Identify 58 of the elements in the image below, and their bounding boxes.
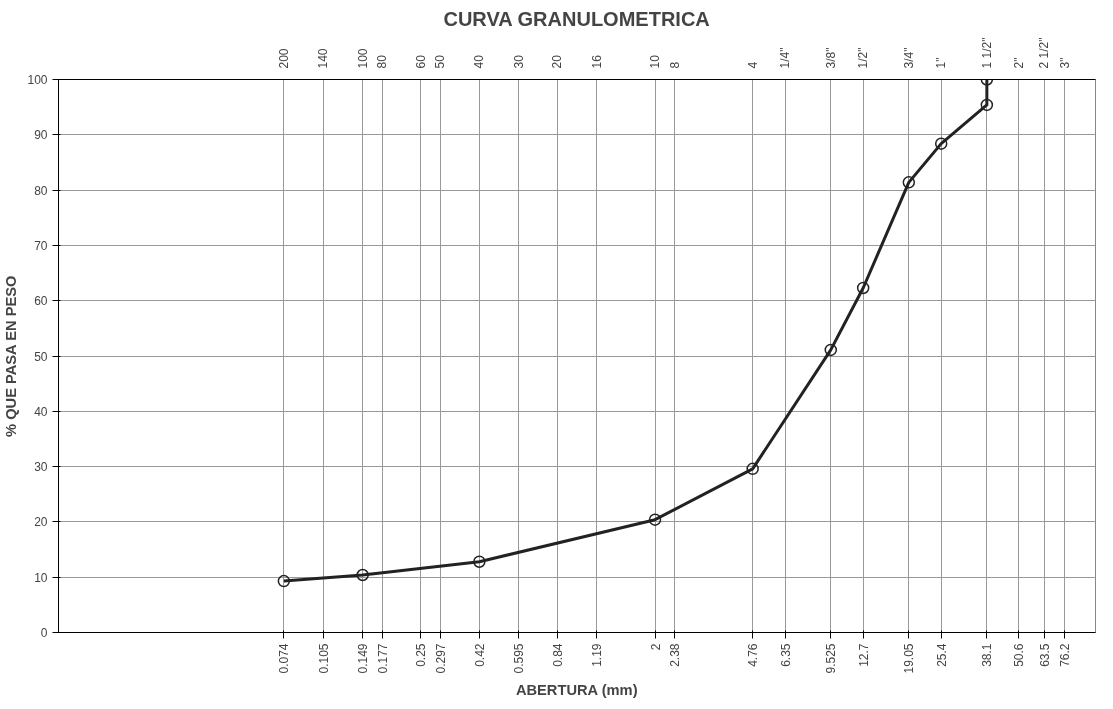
text: 2"	[1011, 57, 1026, 69]
text: 140	[316, 48, 331, 69]
text: 8	[667, 61, 682, 69]
x-tick-label: 0.297	[433, 643, 448, 674]
y-tick-label: 40	[34, 404, 48, 419]
text: 4	[745, 61, 760, 69]
x-tick-label: 1.19	[590, 643, 605, 667]
x-tick-label: 0.177	[375, 643, 390, 674]
text: 1 1/2"	[979, 37, 994, 69]
y-tick-label: 60	[34, 294, 48, 309]
text: 10	[648, 54, 663, 69]
x-axis-title: ABERTURA (mm)	[515, 681, 638, 698]
x-tick-label: 76.2	[1058, 643, 1073, 667]
x-tick-label: 4.76	[746, 643, 761, 667]
text: 40	[472, 54, 487, 69]
x-tick-label: 0.149	[356, 643, 371, 674]
x-tick-label: 6.35	[778, 643, 793, 667]
y-tick-label: 20	[34, 515, 48, 530]
x-tick-label: 0.25	[414, 643, 429, 667]
x-tick-label: 19.05	[902, 643, 917, 674]
text: 100	[355, 48, 370, 69]
y-tick-label: 50	[34, 349, 48, 364]
x-tick-label: 50.6	[1012, 643, 1027, 667]
y-tick-label: 100	[27, 73, 48, 87]
y-tick-label: 70	[34, 238, 48, 253]
chart-title: CURVA GRANULOMETRICA	[443, 7, 710, 30]
text: 200	[276, 48, 291, 69]
text: 3"	[1057, 57, 1072, 69]
text: 60	[413, 54, 428, 69]
x-tick-label: 2	[648, 643, 663, 651]
x-tick-label: 38.1	[980, 643, 995, 667]
text: 50	[433, 54, 448, 69]
x-tick-label: 0.84	[550, 643, 565, 667]
text: 16	[589, 54, 604, 69]
text: 1"	[934, 57, 949, 69]
text: 30	[511, 54, 526, 69]
text: 1/4"	[778, 47, 793, 69]
x-tick-label: 0.595	[512, 643, 527, 674]
x-tick-label: 2.38	[668, 643, 683, 667]
text: 3/4"	[901, 47, 916, 69]
y-tick-label: 0	[40, 626, 48, 640]
x-tick-label: 0.105	[316, 643, 331, 674]
text: 1/2"	[856, 47, 871, 69]
y-axis-title: % QUE PASA EN PESO	[3, 275, 20, 437]
text: 3/8"	[823, 47, 838, 69]
x-tick-label: 0.42	[472, 643, 487, 667]
text: 80	[375, 54, 390, 69]
x-tick-label: 12.7	[856, 643, 871, 667]
y-tick-label: 90	[34, 128, 48, 143]
x-tick-label: 0.074	[277, 643, 292, 674]
text: 2 1/2"	[1037, 37, 1052, 69]
text: 20	[550, 54, 565, 69]
x-tick-label: 63.5	[1037, 643, 1052, 667]
y-tick-label: 80	[34, 183, 48, 198]
y-tick-label: 30	[34, 460, 48, 475]
y-tick-label: 10	[34, 570, 48, 585]
x-tick-label: 25.4	[934, 643, 949, 667]
x-tick-label: 9.525	[824, 643, 839, 674]
